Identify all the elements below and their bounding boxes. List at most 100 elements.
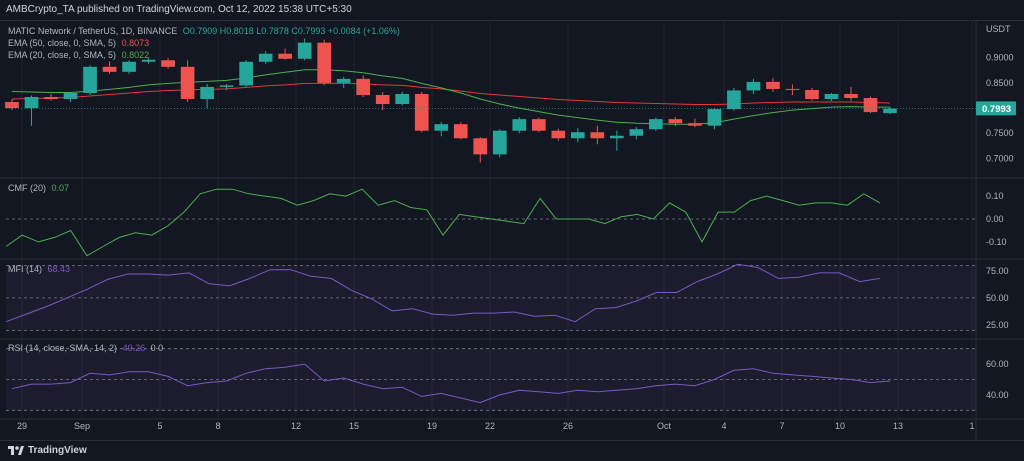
- candle-body: [356, 78, 371, 95]
- price-pane[interactable]: [5, 38, 976, 163]
- candle-body: [746, 81, 761, 91]
- mfi-pane[interactable]: [5, 263, 976, 331]
- candle[interactable]: [356, 75, 371, 97]
- time-tick-label: 10: [835, 421, 845, 431]
- candle-body: [551, 130, 566, 139]
- candle[interactable]: [453, 122, 468, 140]
- rsi-pane[interactable]: [6, 348, 976, 411]
- candle[interactable]: [668, 117, 683, 127]
- candle-body: [473, 138, 488, 155]
- candle-body: [44, 96, 58, 100]
- tradingview-logo-icon: [8, 446, 24, 455]
- candle-body: [395, 93, 410, 105]
- candle[interactable]: [531, 117, 546, 133]
- price-axis[interactable]: USDT0.90000.85000.80000.75000.70000.7993…: [976, 24, 1016, 400]
- candle[interactable]: [375, 91, 390, 111]
- candle[interactable]: [805, 87, 819, 101]
- candle[interactable]: [102, 61, 117, 74]
- rsi-band: [6, 348, 976, 411]
- cmf-value: 0.07: [51, 183, 70, 193]
- candle[interactable]: [239, 60, 253, 87]
- candle[interactable]: [824, 92, 839, 102]
- mfi-tick-label: 50.00: [986, 293, 1009, 303]
- candle-body: [258, 53, 273, 62]
- candle[interactable]: [122, 60, 136, 74]
- candle[interactable]: [570, 128, 585, 143]
- candle[interactable]: [63, 91, 78, 103]
- candle[interactable]: [785, 84, 800, 95]
- candle[interactable]: [434, 122, 449, 137]
- candle[interactable]: [727, 87, 741, 111]
- brand-label: TradingView: [28, 444, 87, 456]
- mfi-legend: MFI (14) 68.43: [8, 264, 70, 274]
- time-tick-label: 8: [215, 421, 220, 431]
- time-tick-label: 7: [779, 421, 784, 431]
- candle[interactable]: [473, 137, 488, 163]
- candle[interactable]: [610, 130, 624, 151]
- mfi-line: [5, 263, 881, 323]
- footer-bar: TradingView: [0, 440, 1024, 461]
- candle-body: [668, 119, 683, 124]
- time-axis[interactable]: 29 Sep 5 8 12 15 19 22 26 Oct 4 7 10 13 1: [17, 421, 975, 431]
- cmf-tick-label: 0.10: [986, 191, 1004, 201]
- candle[interactable]: [629, 127, 644, 140]
- rsi-label: RSI (14, close, SMA, 14, 2): [8, 343, 118, 353]
- mfi-tick-label: 75.00: [986, 266, 1009, 276]
- candle[interactable]: [551, 128, 566, 141]
- candle[interactable]: [180, 60, 195, 103]
- candle[interactable]: [863, 96, 878, 114]
- candle[interactable]: [141, 57, 156, 64]
- chart-canvas[interactable]: USDT0.90000.85000.80000.75000.70000.7993…: [0, 20, 1024, 440]
- cmf-line: [5, 188, 881, 257]
- cmf-pane[interactable]: [5, 188, 976, 257]
- candle[interactable]: [649, 117, 663, 131]
- time-tick-label: 5: [157, 421, 162, 431]
- tradingview-brand[interactable]: TradingView: [8, 444, 87, 456]
- ohlc-values: O0.7909 H0.8018 L0.7878 C0.7993 +0.0084 …: [182, 26, 400, 36]
- candle[interactable]: [746, 78, 761, 94]
- mfi-label: MFI (14): [8, 264, 43, 274]
- candle-body: [24, 96, 39, 109]
- candle[interactable]: [512, 117, 527, 134]
- candle[interactable]: [258, 51, 273, 64]
- candle[interactable]: [883, 107, 897, 115]
- candle[interactable]: [844, 86, 858, 102]
- candle[interactable]: [278, 48, 292, 60]
- candle-body: [200, 86, 214, 100]
- candle[interactable]: [688, 118, 702, 128]
- candle[interactable]: [317, 39, 332, 86]
- candle-body: [317, 42, 332, 83]
- candle[interactable]: [414, 91, 429, 133]
- ema50-label: EMA (50, close, 0, SMA, 5): [8, 38, 117, 48]
- candle-body: [844, 93, 858, 98]
- candle[interactable]: [83, 65, 97, 95]
- candle[interactable]: [492, 129, 507, 158]
- candle[interactable]: [590, 125, 605, 145]
- candle-body: [141, 59, 156, 62]
- candle[interactable]: [336, 76, 351, 88]
- candle[interactable]: [766, 77, 780, 92]
- candle[interactable]: [44, 93, 58, 101]
- candle-body: [531, 119, 546, 131]
- candle[interactable]: [395, 91, 410, 106]
- price-tick-label: 0.7000: [986, 153, 1014, 163]
- candle[interactable]: [161, 58, 175, 69]
- mfi-band: [6, 265, 976, 331]
- cmf-legend: CMF (20) 0.07: [8, 183, 69, 193]
- rsi-extra: 0 0: [150, 343, 164, 353]
- candle[interactable]: [297, 38, 312, 61]
- symbol-legend: MATIC Network / TetherUS, 1D, BINANCE O0…: [8, 26, 400, 36]
- candle-body: [375, 94, 390, 105]
- candle[interactable]: [219, 83, 234, 90]
- candle-body: [649, 119, 663, 130]
- rsi-line: [11, 363, 891, 404]
- ema20-value: 0.8022: [121, 50, 150, 60]
- candle-body: [512, 119, 527, 131]
- candle-body: [414, 93, 429, 131]
- candle-body: [785, 88, 800, 90]
- candle[interactable]: [707, 108, 722, 130]
- candle[interactable]: [200, 83, 214, 109]
- candle[interactable]: [24, 95, 39, 126]
- candle-body: [83, 66, 97, 93]
